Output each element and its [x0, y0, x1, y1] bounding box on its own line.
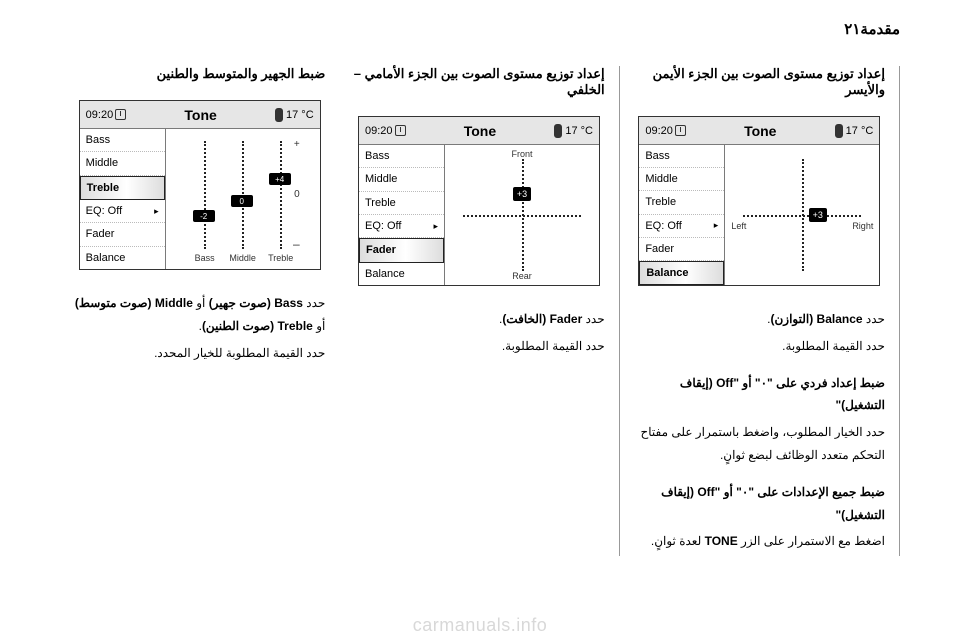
menu-item-balance[interactable]: Balance — [359, 263, 444, 285]
menu-item-balance[interactable]: Balance — [639, 261, 724, 285]
subhead: ضبط جميع الإعدادات على "٠" أو "Off (إيقا… — [634, 481, 885, 527]
menu-item-eqoff[interactable]: EQ: Off▸ — [639, 215, 724, 238]
menu-item-middle[interactable]: Middle — [639, 168, 724, 191]
temperature: 17 °C — [554, 124, 593, 138]
label-left: Left — [731, 221, 746, 231]
body-line: حدد Bass (صوت جهير) أو Middle (صوت متوسط… — [74, 292, 325, 338]
col3-title: إعداد توزيع مستوى الصوت بين الجزء الأيمن… — [634, 66, 885, 98]
clock-icon — [115, 109, 126, 120]
menu-item-middle[interactable]: Middle — [80, 152, 165, 175]
clock-icon — [395, 125, 406, 136]
subhead: ضبط إعداد فردي على "٠" أو "Off (إيقاف ال… — [634, 372, 885, 418]
thermometer-icon — [554, 124, 562, 138]
body-line: حدد القيمة المطلوبة. — [634, 335, 885, 358]
column-bass-middle-treble: ضبط الجهير والمتوسط والطنين 09:20 Tone 1… — [60, 66, 339, 556]
shot-statusbar: 09:20 Tone 17 °C — [80, 101, 320, 129]
slider-middle[interactable]: 0Middle — [240, 141, 246, 249]
slider-knob[interactable]: -2 — [193, 210, 215, 222]
body-line: حدد القيمة المطلوبة للخيار المحدد. — [74, 342, 325, 365]
body-line: حدد القيمة المطلوبة. — [353, 335, 604, 358]
menu-item-balance[interactable]: Balance — [80, 247, 165, 269]
chevron-right-icon: ▸ — [714, 220, 719, 231]
column-fader: إعداد توزيع مستوى الصوت بين الجزء الأمام… — [339, 66, 619, 556]
body-line: حدد Fader (الخافت). — [353, 308, 604, 331]
slider-label: Bass — [195, 253, 215, 263]
menu-list: BassMiddleTrebleEQ: Off▸FaderBalance — [80, 129, 166, 269]
screenshot-fader: 09:20 Tone 17 °C BassMiddleTrebleEQ: Off… — [358, 116, 600, 286]
menu-item-treble[interactable]: Treble — [639, 191, 724, 214]
column-balance: إعداد توزيع مستوى الصوت بين الجزء الأيمن… — [620, 66, 900, 556]
balance-knob[interactable]: +3 — [809, 208, 827, 222]
menu-item-bass[interactable]: Bass — [80, 129, 165, 152]
label-front: Front — [511, 149, 532, 159]
slider-knob[interactable]: 0 — [231, 195, 253, 207]
menu-item-eqoff[interactable]: EQ: Off▸ — [359, 215, 444, 238]
menu-list: BassMiddleTrebleEQ: Off▸FaderBalance — [639, 145, 725, 285]
thermometer-icon — [835, 124, 843, 138]
menu-item-fader[interactable]: Fader — [359, 238, 444, 262]
col1-title: ضبط الجهير والمتوسط والطنين — [74, 66, 325, 82]
screenshot-balance: 09:20 Tone 17 °C BassMiddleTrebleEQ: Off… — [638, 116, 880, 286]
fader-area: Front Rear +3 — [445, 145, 599, 285]
balance-area: Left Right +3 — [725, 145, 879, 285]
clock: 09:20 — [365, 125, 406, 137]
shot-title: Tone — [464, 123, 496, 139]
col1-text: حدد Bass (صوت جهير) أو Middle (صوت متوسط… — [74, 292, 325, 364]
menu-list: BassMiddleTrebleEQ: Off▸FaderBalance — [359, 145, 445, 285]
scale-zero: 0 — [294, 189, 300, 200]
menu-item-middle[interactable]: Middle — [359, 168, 444, 191]
chevron-right-icon: ▸ — [154, 206, 159, 217]
horizontal-track — [463, 215, 581, 219]
temperature: 17 °C — [835, 124, 874, 138]
columns: ضبط الجهير والمتوسط والطنين 09:20 Tone 1… — [60, 66, 900, 556]
label-right: Right — [852, 221, 873, 231]
menu-item-treble[interactable]: Treble — [80, 176, 165, 200]
menu-item-bass[interactable]: Bass — [639, 145, 724, 168]
menu-item-treble[interactable]: Treble — [359, 192, 444, 215]
slider-bass[interactable]: -2Bass — [202, 141, 208, 249]
fader-knob[interactable]: +3 — [513, 187, 531, 201]
body-line: حدد Balance (التوازن). — [634, 308, 885, 331]
clock: 09:20 — [645, 125, 686, 137]
watermark: carmanuals.info — [0, 615, 960, 636]
body-line: اضغط مع الاستمرار على الزر TONE لعدة ثوا… — [634, 530, 885, 553]
chevron-right-icon: ▸ — [433, 221, 438, 232]
shot-title: Tone — [184, 107, 216, 123]
body-line: حدد الخيار المطلوب، واضغط باستمرار على م… — [634, 421, 885, 467]
temperature: 17 °C — [275, 108, 314, 122]
col2-title: إعداد توزيع مستوى الصوت بين الجزء الأمام… — [353, 66, 604, 98]
col2-text: حدد Fader (الخافت). حدد القيمة المطلوبة. — [353, 308, 604, 358]
scale-plus: + — [294, 139, 300, 150]
shot-statusbar: 09:20 Tone 17 °C — [639, 117, 879, 145]
col3-text: حدد Balance (التوازن). حدد القيمة المطلوب… — [634, 308, 885, 553]
page-header: مقدمة ٢١ — [60, 20, 900, 38]
horizontal-track — [743, 215, 861, 219]
menu-item-fader[interactable]: Fader — [639, 238, 724, 261]
screenshot-bmt: 09:20 Tone 17 °C BassMiddleTrebleEQ: Off… — [79, 100, 321, 270]
label-rear: Rear — [512, 271, 532, 281]
scale-minus: – — [293, 237, 300, 251]
section-name: مقدمة — [860, 20, 900, 38]
menu-item-eqoff[interactable]: EQ: Off▸ — [80, 200, 165, 223]
slider-area: -2Bass0Middle+4Treble+0– — [166, 129, 320, 269]
clock: 09:20 — [86, 109, 127, 121]
slider-treble[interactable]: +4Treble+0– — [278, 141, 284, 249]
slider-knob[interactable]: +4 — [269, 173, 291, 185]
menu-item-bass[interactable]: Bass — [359, 145, 444, 168]
slider-label: Treble — [268, 253, 293, 263]
shot-statusbar: 09:20 Tone 17 °C — [359, 117, 599, 145]
thermometer-icon — [275, 108, 283, 122]
slider-label: Middle — [229, 253, 256, 263]
shot-title: Tone — [744, 123, 776, 139]
clock-icon — [675, 125, 686, 136]
menu-item-fader[interactable]: Fader — [80, 223, 165, 246]
page-number: ٢١ — [844, 20, 860, 38]
